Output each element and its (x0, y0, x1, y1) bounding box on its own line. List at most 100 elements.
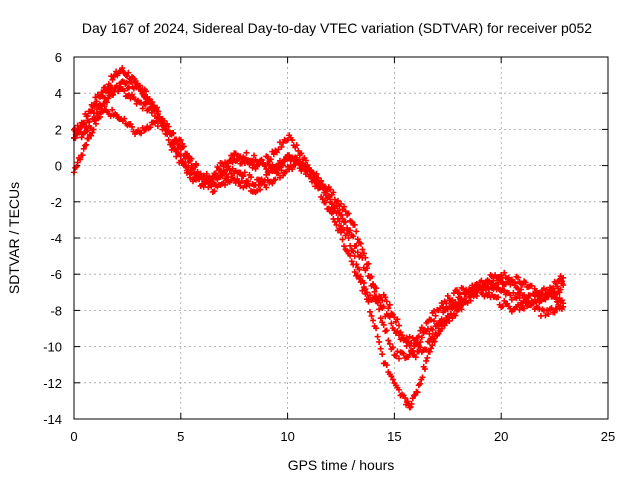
data-point (240, 173, 247, 180)
data-point (247, 159, 254, 166)
data-point (234, 175, 241, 182)
data-point (106, 89, 113, 96)
data-point (431, 318, 438, 325)
data-point (338, 211, 344, 218)
data-point (293, 142, 300, 149)
data-point (383, 327, 390, 334)
data-point (359, 287, 366, 294)
data-point (197, 170, 204, 177)
data-point (128, 78, 135, 85)
data-point (319, 181, 326, 188)
data-point (540, 285, 547, 292)
data-point (418, 324, 425, 331)
data-point (336, 225, 343, 232)
data-point (295, 160, 302, 167)
y-tick-label: -6 (50, 267, 62, 282)
data-point (394, 328, 401, 335)
data-point (458, 306, 465, 313)
data-point (409, 347, 416, 354)
data-point (322, 199, 329, 206)
data-point (280, 139, 287, 146)
data-point (431, 338, 438, 345)
data-point (193, 160, 200, 167)
data-point (338, 200, 344, 207)
data-point (232, 150, 239, 157)
data-point (366, 292, 373, 299)
data-point (426, 338, 433, 345)
data-point (92, 120, 99, 127)
data-point (551, 309, 558, 316)
data-point (255, 182, 262, 189)
data-point (83, 141, 90, 148)
data-point (341, 243, 348, 250)
data-point (238, 177, 245, 184)
data-point (353, 228, 360, 235)
data-point (190, 176, 197, 183)
data-point (560, 303, 567, 310)
y-tick-label: -2 (50, 195, 62, 210)
y-tick-label: -8 (50, 303, 62, 318)
data-point (93, 98, 100, 105)
data-point (330, 189, 337, 196)
data-point (449, 315, 456, 322)
chart-title: Day 167 of 2024, Sidereal Day-to-day VTE… (82, 20, 592, 36)
data-point (220, 170, 227, 177)
data-point (220, 163, 227, 170)
data-point (357, 240, 364, 247)
data-point (419, 374, 426, 381)
data-point (438, 316, 445, 323)
data-point (247, 174, 254, 181)
data-point (328, 210, 335, 217)
data-point (316, 184, 323, 191)
data-point (507, 281, 514, 288)
data-point (404, 398, 411, 405)
y-axis-label: SDTVAR / TECUs (6, 182, 22, 294)
data-point (88, 132, 95, 139)
data-point (327, 186, 334, 193)
grid-lines (74, 57, 608, 419)
data-point (354, 236, 361, 243)
data-point (140, 92, 147, 99)
data-point (338, 229, 344, 236)
data-point (376, 306, 383, 313)
data-point (443, 319, 450, 326)
data-point (270, 151, 277, 158)
data-point (79, 152, 86, 159)
data-point (510, 289, 517, 296)
data-point (154, 123, 161, 130)
data-point (341, 226, 348, 233)
data-point (389, 344, 396, 351)
data-point (386, 301, 393, 308)
data-point (267, 156, 274, 163)
data-point (101, 94, 108, 101)
data-point (356, 276, 363, 283)
data-point (543, 286, 550, 293)
data-point (325, 192, 332, 199)
data-point (295, 147, 302, 154)
data-point (264, 176, 271, 183)
x-tick-label: 25 (601, 429, 615, 444)
data-point (365, 260, 372, 267)
x-tick-label: 5 (177, 429, 184, 444)
data-point (347, 252, 354, 259)
data-point (257, 186, 264, 193)
data-point (556, 295, 563, 302)
data-point (469, 282, 476, 289)
data-point (485, 279, 492, 286)
data-point (429, 342, 436, 349)
data-point (385, 305, 392, 312)
data-point (275, 170, 282, 177)
data-point (333, 202, 340, 209)
data-point (376, 338, 383, 345)
data-point (350, 233, 357, 240)
data-point (395, 355, 402, 362)
data-point (485, 289, 492, 296)
data-point (121, 87, 128, 94)
data-point (499, 303, 506, 310)
data-point (385, 337, 392, 344)
data-point (173, 153, 180, 160)
data-point (266, 169, 273, 176)
data-point (391, 314, 398, 321)
data-point (103, 99, 110, 106)
data-point (444, 292, 451, 299)
